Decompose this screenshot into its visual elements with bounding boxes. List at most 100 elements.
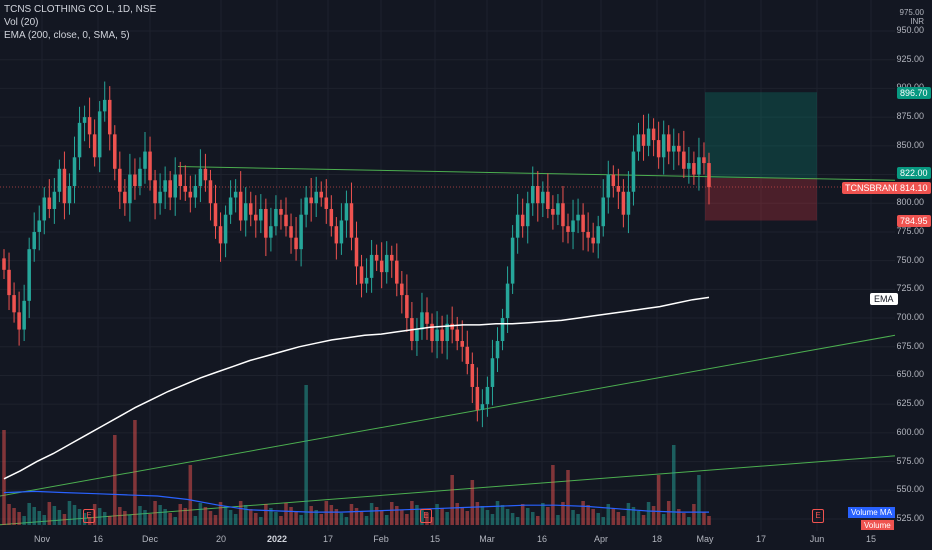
volume-bar <box>309 506 313 525</box>
volume-bar <box>465 511 470 525</box>
volume-bar <box>218 502 223 525</box>
volume-bar <box>677 509 681 525</box>
candle-body <box>364 277 369 284</box>
candle-body <box>163 180 167 192</box>
candle-body <box>586 231 590 238</box>
candle-body <box>606 174 611 198</box>
volume-bar <box>369 503 374 525</box>
time-tick-label: 2022 <box>266 534 288 544</box>
volume-bar <box>626 503 631 525</box>
volume-ma-tag: Volume MA <box>848 507 895 518</box>
candle-body <box>520 214 525 227</box>
volume-bar <box>651 506 656 525</box>
candle-body <box>354 237 359 267</box>
volume-legend[interactable]: Vol (20) <box>4 17 39 28</box>
earnings-icon[interactable]: E <box>420 509 432 523</box>
volume-bar <box>500 505 505 525</box>
candle-body <box>581 214 585 232</box>
candle-body <box>374 254 379 261</box>
volume-bar <box>661 514 666 525</box>
volume-bar <box>485 510 490 525</box>
volume-bar <box>178 504 183 525</box>
volume-bar <box>7 504 11 525</box>
price-tick-label: 950.00 <box>896 25 924 35</box>
symbol-tag: TCNSBRANDS <box>842 182 911 194</box>
symbol-legend[interactable]: TCNS CLOTHING CO L, 1D, NSE <box>4 4 157 15</box>
volume-bar <box>158 505 162 525</box>
candle-body <box>218 226 223 244</box>
candle-body <box>198 168 203 187</box>
volume-bar <box>671 445 676 525</box>
volume-bar <box>97 508 102 525</box>
price-tick-label: 775.00 <box>896 225 924 236</box>
ema-legend[interactable]: EMA (200, close, 0, SMA, 5) <box>4 30 130 41</box>
volume-bar <box>692 504 696 525</box>
price-tick-label: 675.00 <box>896 340 924 351</box>
candle-body <box>641 134 646 146</box>
candle-body <box>460 341 465 347</box>
volume-bar <box>102 512 107 525</box>
volume-bar <box>601 517 606 525</box>
volume-bar <box>37 511 42 525</box>
candle-body <box>107 99 112 135</box>
ema-tag: EMA <box>870 293 898 305</box>
candle-body <box>551 208 555 215</box>
time-tick-label: 17 <box>755 534 767 544</box>
volume-bar <box>163 509 167 525</box>
candle-body <box>47 197 52 209</box>
candle-body <box>646 128 651 146</box>
volume-bar <box>354 508 359 525</box>
volume-bar <box>425 513 429 525</box>
candle-body <box>254 214 258 221</box>
candle-body <box>319 191 324 198</box>
volume-bar <box>299 515 303 525</box>
volume-bar <box>566 470 570 525</box>
volume-bar <box>470 480 475 525</box>
candle-body <box>576 214 580 221</box>
volume-bar <box>72 505 77 525</box>
candle-body <box>556 203 560 215</box>
volume-bar <box>576 514 580 525</box>
volume-bar <box>314 510 318 525</box>
volume-bar <box>611 508 616 525</box>
volume-bar <box>420 509 424 525</box>
earnings-icon[interactable]: E <box>812 509 824 523</box>
volume-bar <box>666 501 671 525</box>
price-tick-label: 575.00 <box>896 455 924 466</box>
time-axis[interactable]: Nov 16 Dec 20 2022 17 Feb 15 Mar 16 Apr 18 May 17 Jun 1… <box>0 531 895 550</box>
volume-bar <box>153 501 157 525</box>
candle-body <box>178 174 183 187</box>
earnings-icon[interactable]: E <box>83 509 95 523</box>
volume-bar <box>384 515 389 525</box>
candle-body <box>92 134 97 158</box>
time-tick-label: 17 <box>322 534 334 544</box>
candle-body <box>17 312 21 330</box>
price-tick-label: 750.00 <box>896 254 924 265</box>
candle-body <box>284 214 288 227</box>
price-axis[interactable]: 975.00 INR 950.00925.00900.00875.00850.0… <box>895 0 932 550</box>
volume-bar <box>264 504 268 525</box>
volume-bar <box>248 509 253 525</box>
candle-body <box>259 208 263 221</box>
candle-body <box>546 191 550 209</box>
candle-body <box>27 249 31 301</box>
volume-bar <box>107 516 112 525</box>
volume-bar <box>455 503 459 525</box>
candle-body <box>238 191 243 221</box>
candle-body <box>621 191 626 215</box>
volume-bar <box>259 517 263 525</box>
volume-bar <box>621 516 626 525</box>
time-tick-label: Dec <box>141 534 159 544</box>
volume-bar <box>228 510 233 525</box>
volume-bar <box>415 505 419 525</box>
candle-body <box>102 99 107 112</box>
price-tick-label: 525.00 <box>896 513 924 523</box>
price-tick-label: 800.00 <box>896 197 924 208</box>
volume-bar <box>359 512 364 525</box>
price-tick-label: 850.00 <box>896 139 924 150</box>
volume-bar <box>682 513 686 525</box>
candle-body <box>118 168 122 192</box>
candle-body <box>682 151 686 169</box>
candle-body <box>702 157 706 164</box>
